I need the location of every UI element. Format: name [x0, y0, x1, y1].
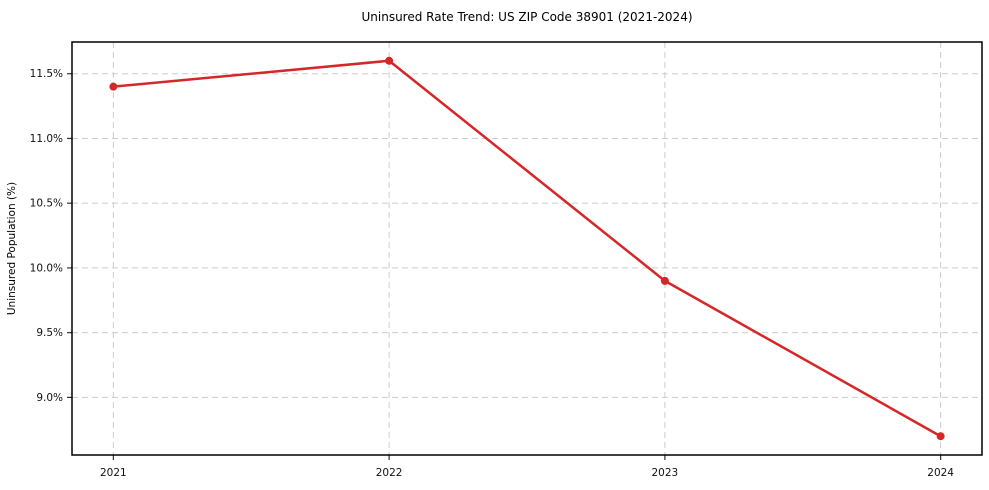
chart-title: Uninsured Rate Trend: US ZIP Code 38901 … — [361, 10, 692, 24]
y-tick-label: 9.0% — [36, 392, 63, 404]
x-tick-label: 2021 — [100, 467, 127, 479]
plot-frame — [71, 41, 983, 456]
data-point-2023 — [660, 276, 669, 285]
grid-layer — [72, 42, 982, 455]
data-point-2022 — [385, 56, 394, 65]
trend-line — [112, 59, 942, 438]
y-axis-label: Uninsured Population (%) — [6, 182, 18, 315]
x-tick-label: 2022 — [376, 467, 403, 479]
x-tick-label: 2024 — [927, 467, 954, 479]
x-tick-label: 2023 — [652, 467, 679, 479]
y-tick-label: 10.5% — [30, 198, 63, 210]
axis-layer: 9.0% 9.5% 10.0% 10.5% 11.0% 11.5% 2021 2022 2023… — [30, 41, 983, 479]
y-tick-label: 11.0% — [30, 133, 63, 145]
data-point-2021 — [109, 82, 118, 91]
data-point-2024 — [936, 432, 945, 441]
y-tick-label: 10.0% — [30, 262, 63, 274]
series-layer — [109, 56, 945, 441]
y-tick-label: 11.5% — [30, 68, 63, 80]
y-tick-label: 9.5% — [36, 327, 63, 339]
